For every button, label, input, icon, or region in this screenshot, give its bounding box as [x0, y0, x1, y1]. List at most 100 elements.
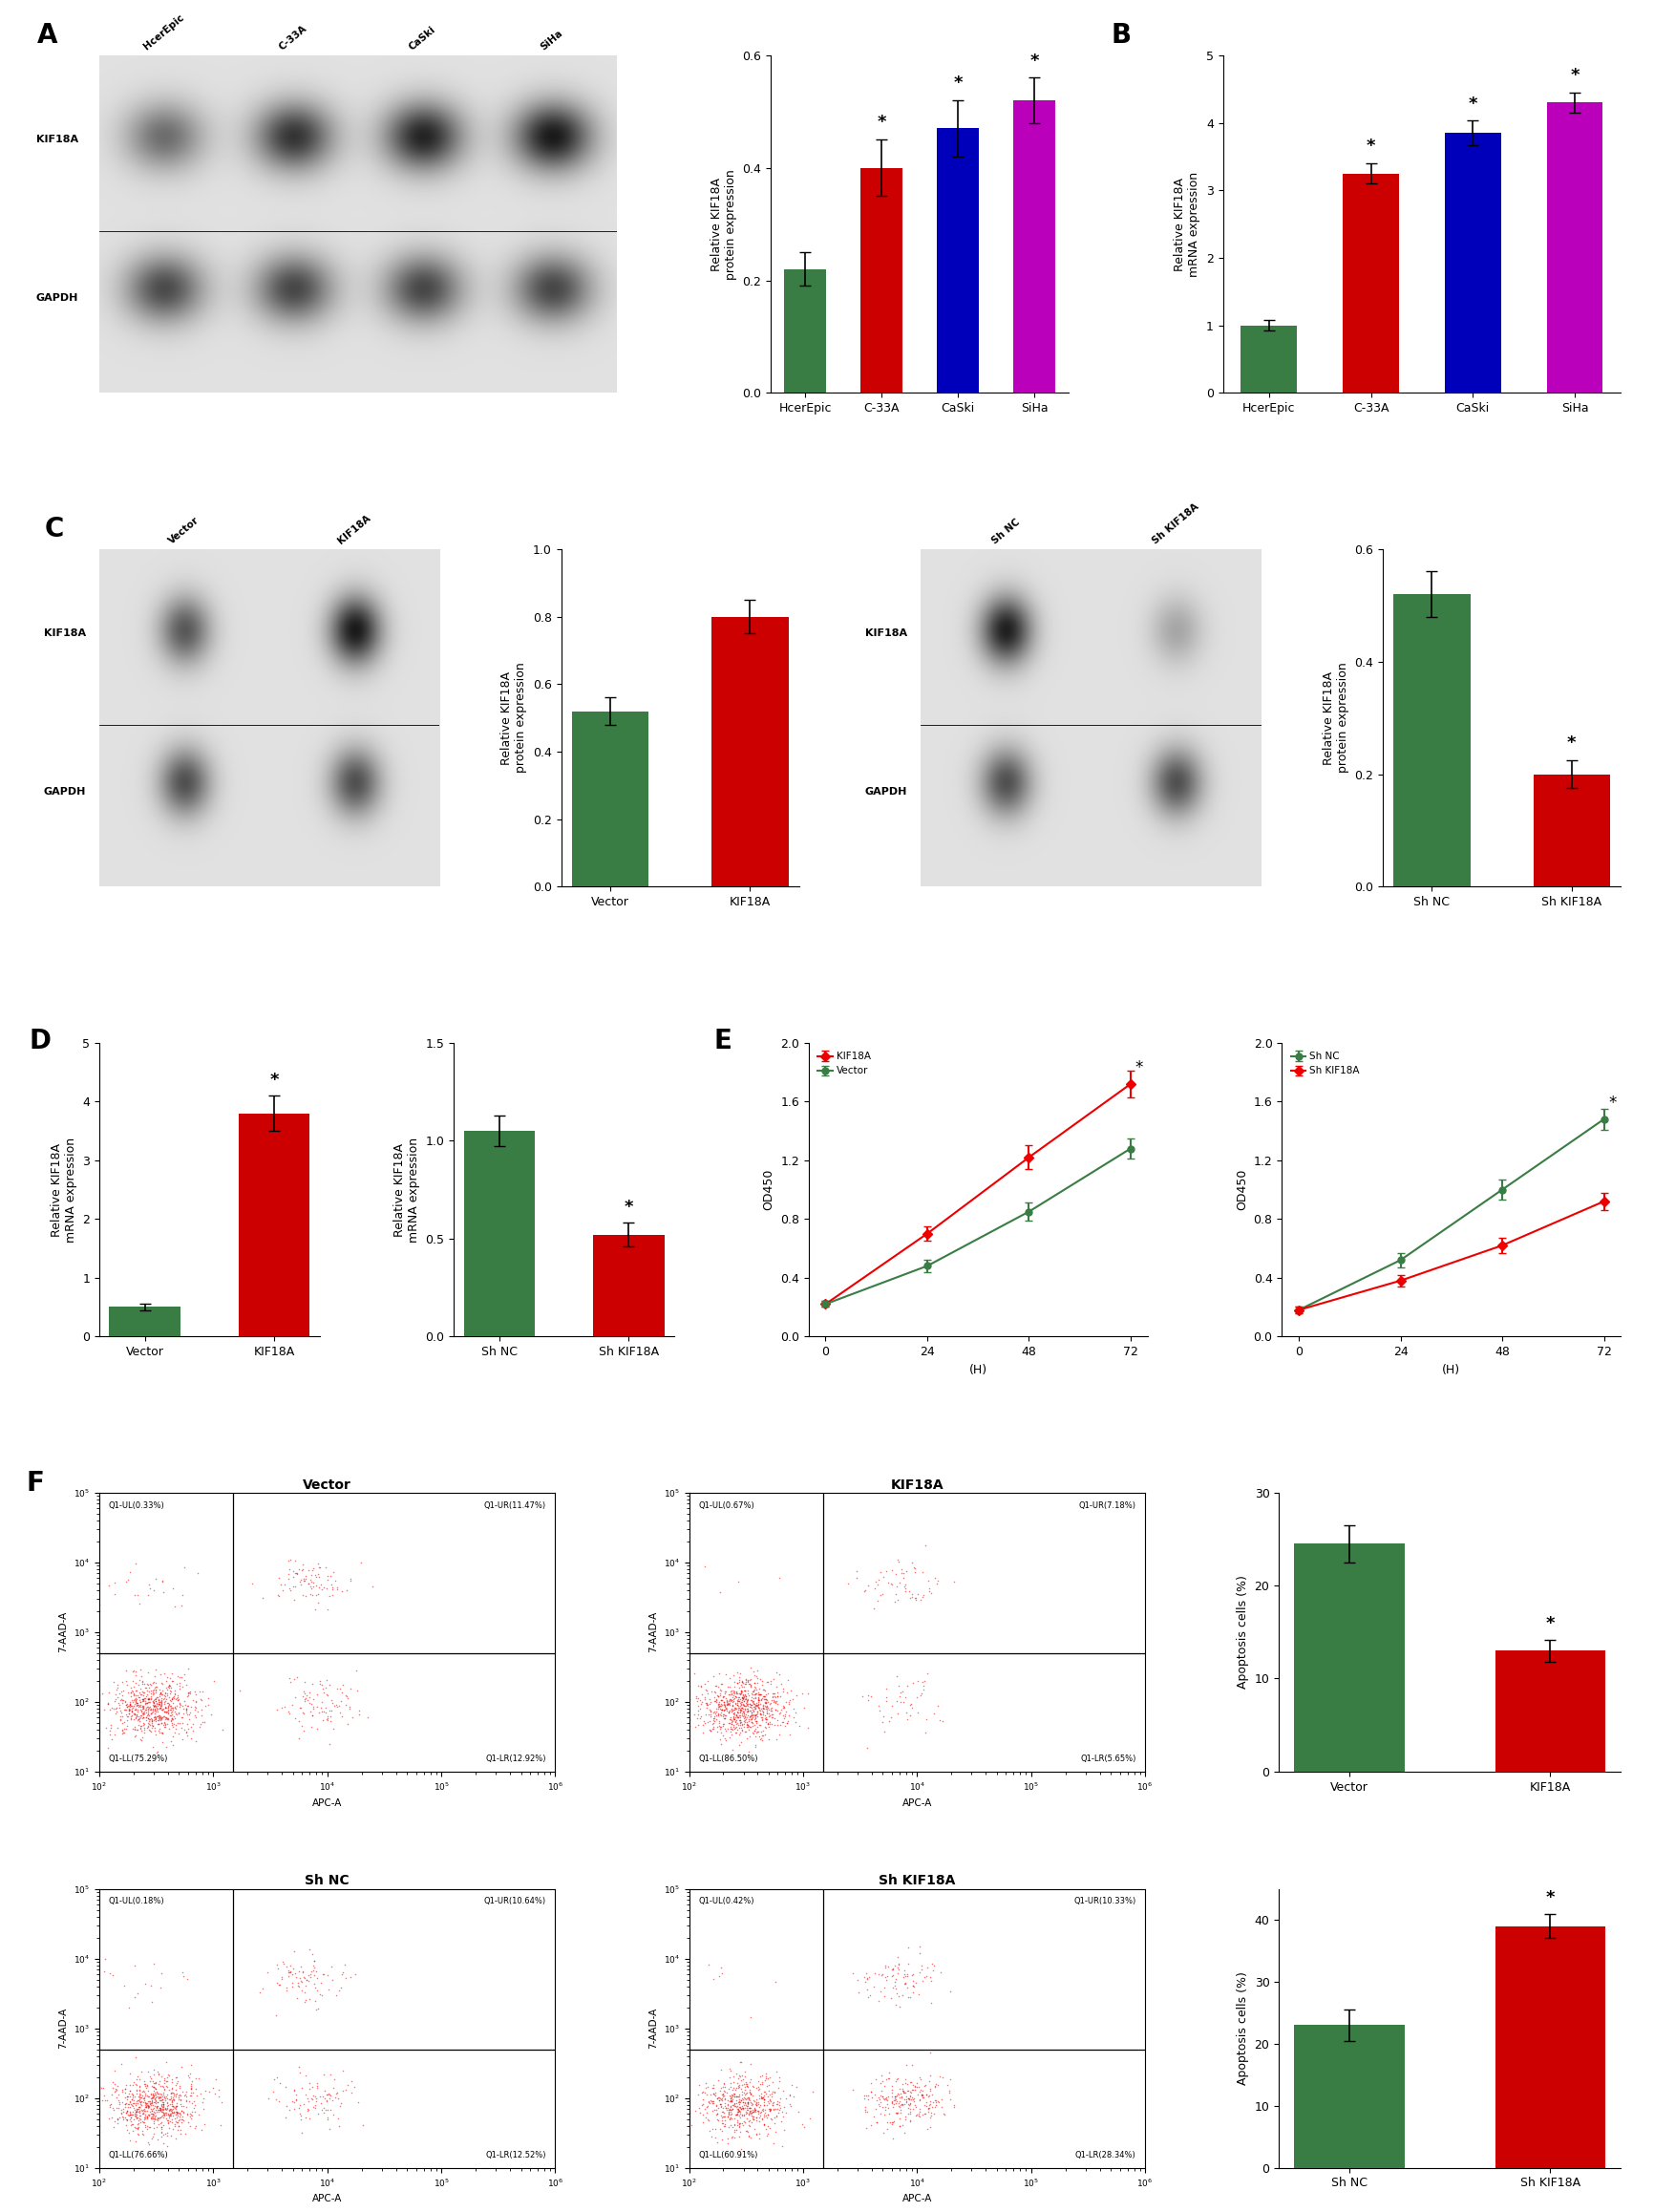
X-axis label: APC-A: APC-A: [901, 2194, 933, 2203]
Point: [746, 1692, 772, 1728]
Point: [724, 2093, 751, 2128]
Point: [155, 2099, 182, 2135]
Point: [719, 2093, 746, 2128]
Point: [147, 2106, 174, 2141]
Point: [918, 2095, 944, 2130]
Point: [112, 1663, 139, 1699]
Point: [925, 1564, 951, 1599]
Point: [723, 1690, 749, 1725]
Point: [731, 1666, 758, 1701]
Text: C-33A: C-33A: [278, 24, 309, 51]
Point: [728, 2090, 754, 2126]
Point: [708, 1681, 734, 1717]
Point: [895, 2081, 921, 2117]
Point: [141, 2077, 167, 2112]
Point: [141, 1672, 167, 1708]
Point: [686, 2095, 713, 2130]
Point: [155, 2057, 182, 2093]
Point: [676, 1708, 703, 1743]
Point: [857, 2075, 883, 2110]
Point: [890, 1555, 916, 1590]
Point: [739, 2095, 766, 2130]
Point: [299, 1697, 326, 1732]
Point: [729, 1666, 756, 1701]
Point: [149, 1705, 175, 1741]
Point: [885, 2088, 911, 2124]
Point: [734, 1692, 761, 1728]
Point: [151, 2084, 177, 2119]
Point: [131, 1697, 157, 1732]
Point: [293, 1966, 319, 2002]
Point: [724, 1681, 751, 1717]
Point: [738, 2062, 764, 2097]
Point: [741, 1681, 767, 1717]
Point: [759, 1699, 786, 1734]
Point: [151, 2088, 177, 2124]
Point: [306, 1559, 332, 1595]
Point: [896, 1980, 923, 2015]
Point: [777, 1717, 804, 1752]
Point: [131, 2079, 157, 2115]
Point: [892, 2101, 918, 2137]
Point: [883, 2064, 910, 2099]
Point: [681, 1697, 708, 1732]
Point: [696, 1694, 723, 1730]
Point: [852, 2095, 878, 2130]
Point: [731, 1672, 758, 1708]
Point: [169, 1588, 195, 1624]
Point: [119, 1672, 146, 1708]
Point: [754, 1663, 781, 1699]
Point: [733, 2086, 759, 2121]
Point: [139, 1708, 165, 1743]
Point: [688, 2088, 715, 2124]
Point: [882, 2081, 908, 2117]
Point: [147, 1688, 174, 1723]
Point: [141, 1699, 167, 1734]
Point: [698, 1712, 724, 1747]
Point: [131, 1681, 157, 1717]
Point: [141, 1683, 167, 1719]
Point: [764, 2086, 791, 2121]
Point: [736, 2095, 762, 2130]
Point: [172, 1692, 198, 1728]
Point: [160, 1692, 187, 1728]
Point: [147, 1666, 174, 1701]
Point: [887, 2095, 913, 2130]
Point: [184, 1677, 210, 1712]
Point: [124, 1975, 151, 2011]
Point: [139, 2121, 165, 2157]
Point: [155, 1690, 182, 1725]
Point: [337, 1670, 364, 1705]
Point: [728, 1679, 754, 1714]
Point: [835, 1566, 862, 1601]
Point: [164, 1688, 190, 1723]
Point: [177, 2070, 203, 2106]
Point: [316, 1668, 342, 1703]
Point: [728, 1686, 754, 1721]
Point: [146, 2057, 172, 2093]
Point: [715, 2090, 741, 2126]
Point: [263, 1964, 289, 2000]
Point: [323, 1978, 349, 2013]
Point: [141, 2053, 167, 2088]
Point: [299, 1577, 326, 1613]
Point: [88, 2070, 114, 2106]
Point: [700, 1701, 726, 1736]
Y-axis label: 7-AAD-A: 7-AAD-A: [648, 2008, 658, 2048]
Point: [749, 2057, 776, 2093]
Point: [301, 1958, 327, 1993]
Point: [144, 1699, 170, 1734]
Point: [165, 2112, 192, 2148]
Point: [122, 1688, 149, 1723]
Point: [299, 1551, 326, 1586]
Point: [167, 2104, 194, 2139]
Point: [703, 1694, 729, 1730]
Point: [98, 1708, 124, 1743]
Point: [749, 1668, 776, 1703]
Point: [703, 2097, 729, 2132]
Point: [772, 1708, 799, 1743]
Point: [132, 1692, 159, 1728]
Point: [139, 2086, 165, 2121]
Point: [174, 1694, 200, 1730]
Point: [858, 1679, 885, 1714]
